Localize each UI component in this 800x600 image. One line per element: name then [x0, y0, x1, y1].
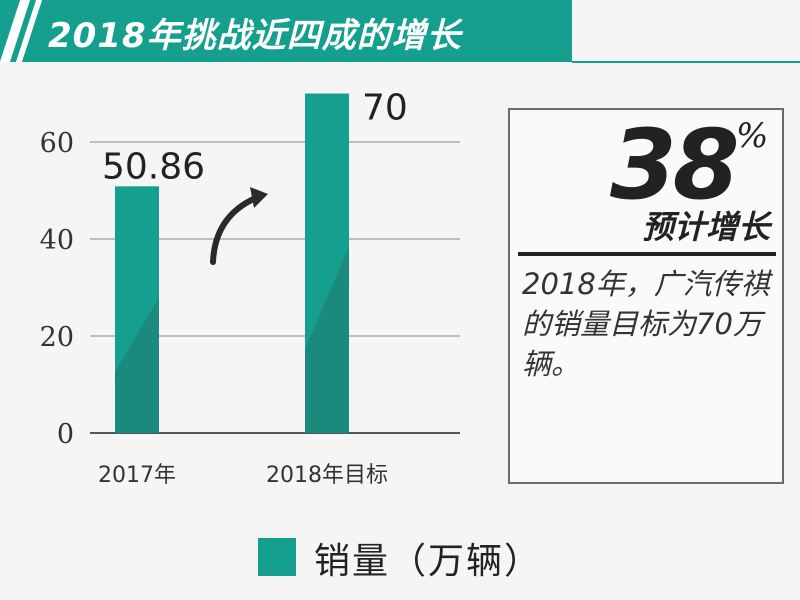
- growth-subtitle: 预计增长: [641, 208, 770, 246]
- y-tick-label: 60: [40, 128, 74, 159]
- banner-title: 2018年挑战近四成的增长: [48, 16, 462, 56]
- legend-label: 销量（万辆）: [314, 541, 543, 582]
- bar-shade: [115, 297, 159, 433]
- legend-swatch: [258, 538, 296, 576]
- y-tick-label: 0: [57, 419, 74, 450]
- box-divider: [518, 252, 776, 256]
- growth-description: 2018年，广汽传祺的销量目标为70万辆。: [522, 267, 770, 381]
- data-label: 70: [362, 88, 408, 129]
- category-label: 2017年: [98, 463, 176, 488]
- banner-underline: [572, 61, 800, 63]
- bar-shade: [305, 246, 349, 433]
- title-banner: 2018年挑战近四成的增长: [0, 0, 572, 62]
- arrow-head-icon: [250, 187, 268, 208]
- growth-info-box: 38 % 预计增长 2018年，广汽传祺的销量目标为70万辆。: [508, 108, 784, 484]
- y-tick-label: 20: [40, 322, 74, 353]
- growth-arrow-icon: [210, 194, 261, 265]
- percent-sign: %: [736, 116, 769, 156]
- growth-percentage: 38: [610, 109, 740, 221]
- y-tick-label: 40: [40, 225, 74, 256]
- category-label: 2018年目标: [266, 463, 388, 488]
- data-label: 50.86: [102, 146, 205, 187]
